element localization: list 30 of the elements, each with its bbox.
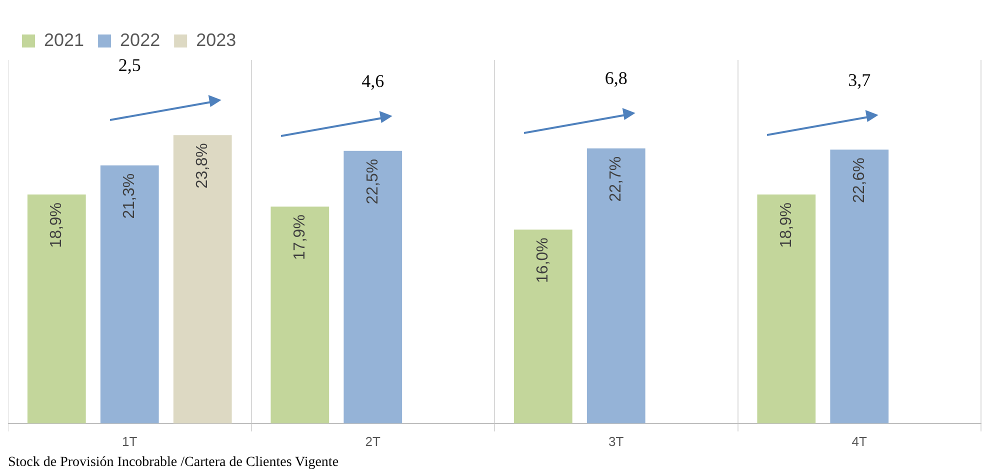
bar	[173, 135, 232, 424]
x-tick-label: 2T	[365, 434, 381, 449]
annotation: 3,7	[847, 70, 872, 91]
bar	[586, 148, 646, 424]
bar	[344, 150, 402, 424]
bar	[27, 194, 86, 424]
bar	[100, 165, 159, 424]
annotation: 4,6	[360, 70, 386, 92]
bar	[830, 150, 889, 424]
data-label: 23,8%	[194, 143, 212, 188]
bar	[270, 206, 330, 424]
data-label: 22,5%	[364, 158, 382, 204]
data-label: 21,3%	[121, 173, 138, 219]
data-label: 16,0%	[534, 238, 552, 283]
legend-label: 2023	[196, 30, 236, 50]
data-label: 18,9%	[778, 202, 795, 248]
data-label: 17,9%	[291, 214, 308, 260]
bar	[514, 230, 572, 424]
x-tick-label: 3T	[608, 434, 624, 449]
x-tick-label: 1T	[122, 434, 138, 449]
data-label: 22,7%	[608, 156, 625, 202]
annotation: 2,5	[117, 55, 142, 76]
annotation: 6,8	[604, 68, 628, 90]
x-tick-label: 4T	[852, 434, 868, 449]
text: Stock de Provisión Incobrable /Cartera de Clientes Vigente	[8, 455, 340, 471]
legend-label: 2021	[44, 30, 84, 50]
data-label: 22,6%	[850, 158, 868, 204]
bar	[757, 194, 816, 424]
legend-label: 2022	[120, 30, 160, 50]
data-label: 18,9%	[48, 202, 66, 248]
